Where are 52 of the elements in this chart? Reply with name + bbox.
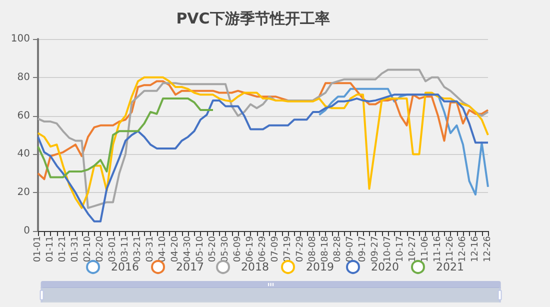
- y-tick-label: 20: [17, 187, 30, 198]
- x-tick-label: 07-29: [296, 236, 306, 262]
- x-tick-label: 06-19: [246, 236, 256, 262]
- line-series: [37, 98, 214, 178]
- x-tick-label: 11-26: [446, 236, 456, 262]
- x-tick-label: 11-16: [433, 236, 443, 262]
- x-tick-label: 05-20: [208, 236, 218, 262]
- x-tick-label: 06-09: [233, 236, 243, 262]
- legend-label: 2018: [241, 260, 270, 274]
- x-tick-label: 10-07: [383, 236, 393, 262]
- line-series: [37, 80, 489, 180]
- x-tick-label: 08-08: [308, 236, 318, 262]
- x-tick-label: 03-11: [120, 236, 130, 262]
- x-tick-label: 10-27: [408, 236, 418, 262]
- x-tick-label: 01-21: [58, 236, 68, 262]
- x-tick-label: 12-06: [458, 236, 468, 262]
- y-tick-label: 100: [10, 34, 30, 44]
- legend-label: 2021: [436, 260, 464, 274]
- x-tick-label: 12-16: [470, 236, 480, 262]
- x-tick-label: 10-17: [396, 236, 406, 262]
- x-tick-label: 01-01: [33, 236, 43, 262]
- y-tick-label: 40: [17, 148, 30, 160]
- line-series: [37, 94, 489, 222]
- y-tick-label: 0: [24, 226, 30, 236]
- x-tick-label: 01-31: [70, 236, 80, 262]
- x-tick-label: 07-09: [270, 236, 280, 262]
- x-tick-label: 04-10: [158, 236, 168, 262]
- x-tick-label: 06-29: [258, 236, 268, 262]
- legend-label: 2017: [176, 260, 204, 274]
- x-tick-label: 09-27: [370, 236, 380, 262]
- y-tick-label: 60: [17, 110, 30, 122]
- y-tick-label: 80: [17, 72, 30, 83]
- x-tick-label: 03-21: [133, 236, 143, 262]
- x-tick-label: 12-26: [483, 236, 493, 262]
- x-tick-label: 02-20: [96, 236, 106, 262]
- x-tick-label: 11-06: [420, 236, 430, 262]
- legend-label: 2020: [370, 260, 399, 274]
- chart-title: PVC下游季节性开工率: [176, 10, 330, 28]
- x-tick-label: 05-10: [196, 236, 206, 262]
- line-series: [318, 88, 489, 196]
- x-tick-label: 03-01: [108, 236, 118, 262]
- legend-label: 2019: [306, 260, 334, 274]
- x-tick-label: 08-18: [320, 236, 330, 262]
- x-tick-label: 08-28: [333, 236, 343, 262]
- x-tick-label: 09-17: [358, 236, 368, 262]
- x-tick-label: 01-11: [46, 236, 56, 262]
- x-tick-label: 02-10: [83, 236, 93, 262]
- x-tick-label: 03-31: [146, 236, 156, 262]
- legend-label: 2016: [111, 260, 140, 274]
- x-tick-label: 04-20: [170, 236, 180, 262]
- x-tick-label: 09-07: [346, 236, 356, 262]
- x-tick-label: 04-30: [183, 236, 193, 262]
